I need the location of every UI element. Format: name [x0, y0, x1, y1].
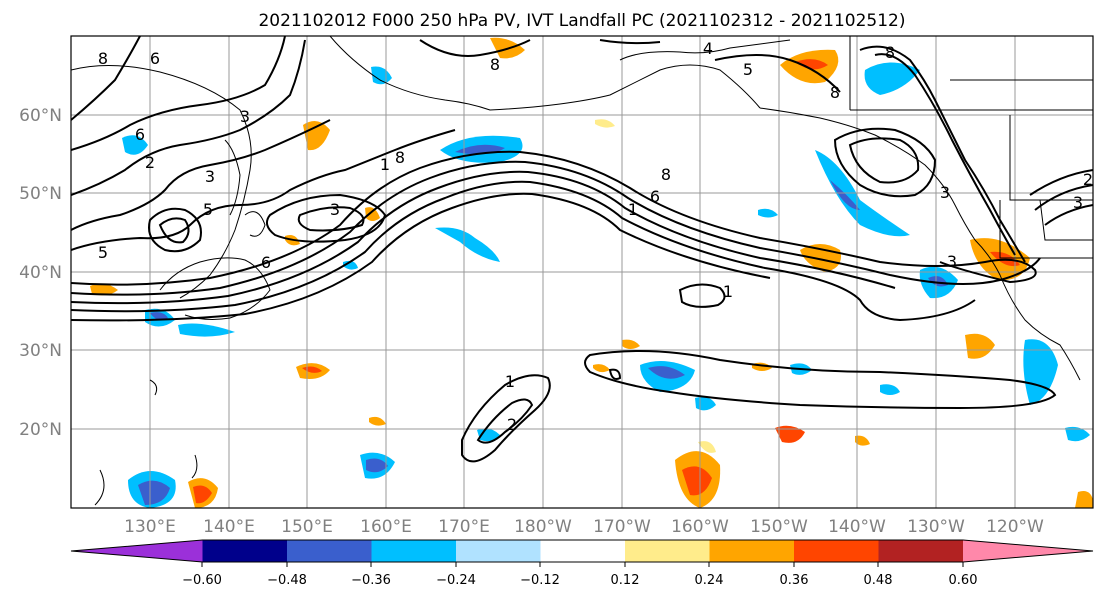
- contour-label: 5: [203, 200, 213, 219]
- contour-label: 3: [947, 252, 957, 271]
- shade-patch: [1065, 426, 1090, 442]
- lon-label: 170°E: [438, 517, 490, 537]
- lat-label: 20°N: [19, 420, 62, 440]
- grid-lines: [71, 36, 1093, 508]
- lon-label: 140°W: [828, 517, 886, 537]
- shade-patch: [775, 425, 805, 443]
- contour-label: 3: [240, 107, 250, 126]
- contour-label: 8: [885, 43, 895, 62]
- lon-label: 160°W: [671, 517, 729, 537]
- contour-label: 8: [661, 165, 671, 184]
- lon-label: 150°E: [281, 517, 333, 537]
- contour-label: 6: [650, 187, 660, 206]
- colorbar-segment: [794, 540, 879, 562]
- shade-patch: [145, 308, 175, 327]
- lat-label: 60°N: [19, 106, 62, 126]
- contour-label: 3: [1073, 193, 1083, 212]
- colorbar-segment: [202, 540, 288, 562]
- contour-label: 1: [628, 200, 638, 219]
- lon-label: 170°W: [593, 517, 651, 537]
- colorbar-label: −0.48: [267, 573, 307, 588]
- lat-label: 30°N: [19, 341, 62, 361]
- colorbar-ticks: [201, 562, 964, 567]
- colorbar-segments: [70, 539, 1094, 563]
- lat-label: 40°N: [19, 263, 62, 283]
- map-frame: [70, 35, 1094, 509]
- pv-shading: [90, 37, 1093, 508]
- colorbar-segment: [287, 540, 372, 562]
- shade-patch: [1075, 491, 1093, 508]
- coastlines: [71, 36, 1093, 506]
- contour-label: 6: [135, 125, 145, 144]
- lon-label: 180°W: [514, 517, 572, 537]
- shade-patch: [435, 227, 500, 262]
- lon-label: 160°E: [360, 517, 412, 537]
- contour-label: 8: [490, 55, 500, 74]
- shade-patch: [864, 62, 920, 95]
- colorbar-segment: [540, 540, 626, 562]
- map-panel: 8 6 8 4 5 8 8 3 6 2 3 1 3 5 6 5 8 1 6 8 …: [71, 36, 1093, 508]
- contour-label: 8: [395, 148, 405, 167]
- map-title: 2021102012 F000 250 hPa PV, IVT Landfall…: [258, 11, 905, 31]
- contour-label: 8: [830, 83, 840, 102]
- colorbar-labels: −0.60 −0.48 −0.36 −0.24 −0.12 0.12 0.24 …: [182, 573, 977, 588]
- contour-label: 8: [98, 49, 108, 68]
- shade-patch: [640, 361, 695, 392]
- colorbar-label: 0.24: [695, 573, 724, 588]
- shade-patch: [675, 441, 721, 508]
- shade-patch: [128, 471, 176, 508]
- contour-label: 4: [703, 39, 713, 58]
- contour-label: 5: [743, 60, 753, 79]
- contour-label: 2: [145, 153, 155, 172]
- lat-label: 50°N: [19, 184, 62, 204]
- contour-label: 1: [505, 372, 515, 391]
- lat-axis: 60°N 50°N 40°N 30°N 20°N: [19, 106, 62, 440]
- colorbar-segment: [878, 540, 964, 562]
- colorbar-label: 0.48: [864, 573, 893, 588]
- colorbar-label: −0.60: [182, 573, 222, 588]
- shade-patch: [965, 333, 995, 359]
- colorbar-label: −0.24: [436, 573, 476, 588]
- shade-patch: [780, 49, 839, 84]
- contour-label: 5: [98, 243, 108, 262]
- contour-label: 3: [330, 200, 340, 219]
- shade-patch: [1023, 339, 1058, 405]
- colorbar-segment: [371, 540, 457, 562]
- colorbar-segment: [456, 540, 541, 562]
- lon-label: 130°E: [124, 517, 176, 537]
- contour-label: 6: [150, 49, 160, 68]
- colorbar-label: 0.60: [949, 573, 978, 588]
- contour-label: 2: [1083, 170, 1093, 189]
- colorbar-segment: [625, 540, 710, 562]
- colorbar-label: −0.12: [520, 573, 560, 588]
- lon-axis: 130°E 140°E 150°E 160°E 170°E 180°W 170°…: [124, 517, 1044, 537]
- colorbar-segment: [963, 540, 1093, 562]
- shade-patch: [122, 135, 148, 155]
- shade-patch: [303, 121, 330, 151]
- colorbar-segment: [71, 540, 203, 562]
- contour-label: 1: [723, 282, 733, 301]
- contour-label: 2: [507, 415, 517, 434]
- colorbar: −0.60 −0.48 −0.36 −0.24 −0.12 0.12 0.24 …: [70, 539, 1094, 588]
- colorbar-label: −0.36: [351, 573, 391, 588]
- pv-contours: [71, 36, 1093, 463]
- colorbar-segment: [709, 540, 795, 562]
- colorbar-label: 0.12: [611, 573, 640, 588]
- lon-label: 150°W: [750, 517, 808, 537]
- lon-label: 140°E: [203, 517, 255, 537]
- shade-patch: [815, 150, 910, 237]
- contour-label: 3: [205, 167, 215, 186]
- lon-label: 120°W: [986, 517, 1044, 537]
- shade-patch: [188, 478, 218, 508]
- contour-labels: 8 6 8 4 5 8 8 3 6 2 3 1 3 5 6 5 8 1 6 8 …: [98, 39, 1093, 434]
- contour-label: 3: [940, 183, 950, 202]
- lon-label: 130°W: [907, 517, 965, 537]
- colorbar-label: 0.36: [780, 573, 809, 588]
- contour-label: 6: [261, 253, 271, 272]
- contour-label: 1: [380, 155, 390, 174]
